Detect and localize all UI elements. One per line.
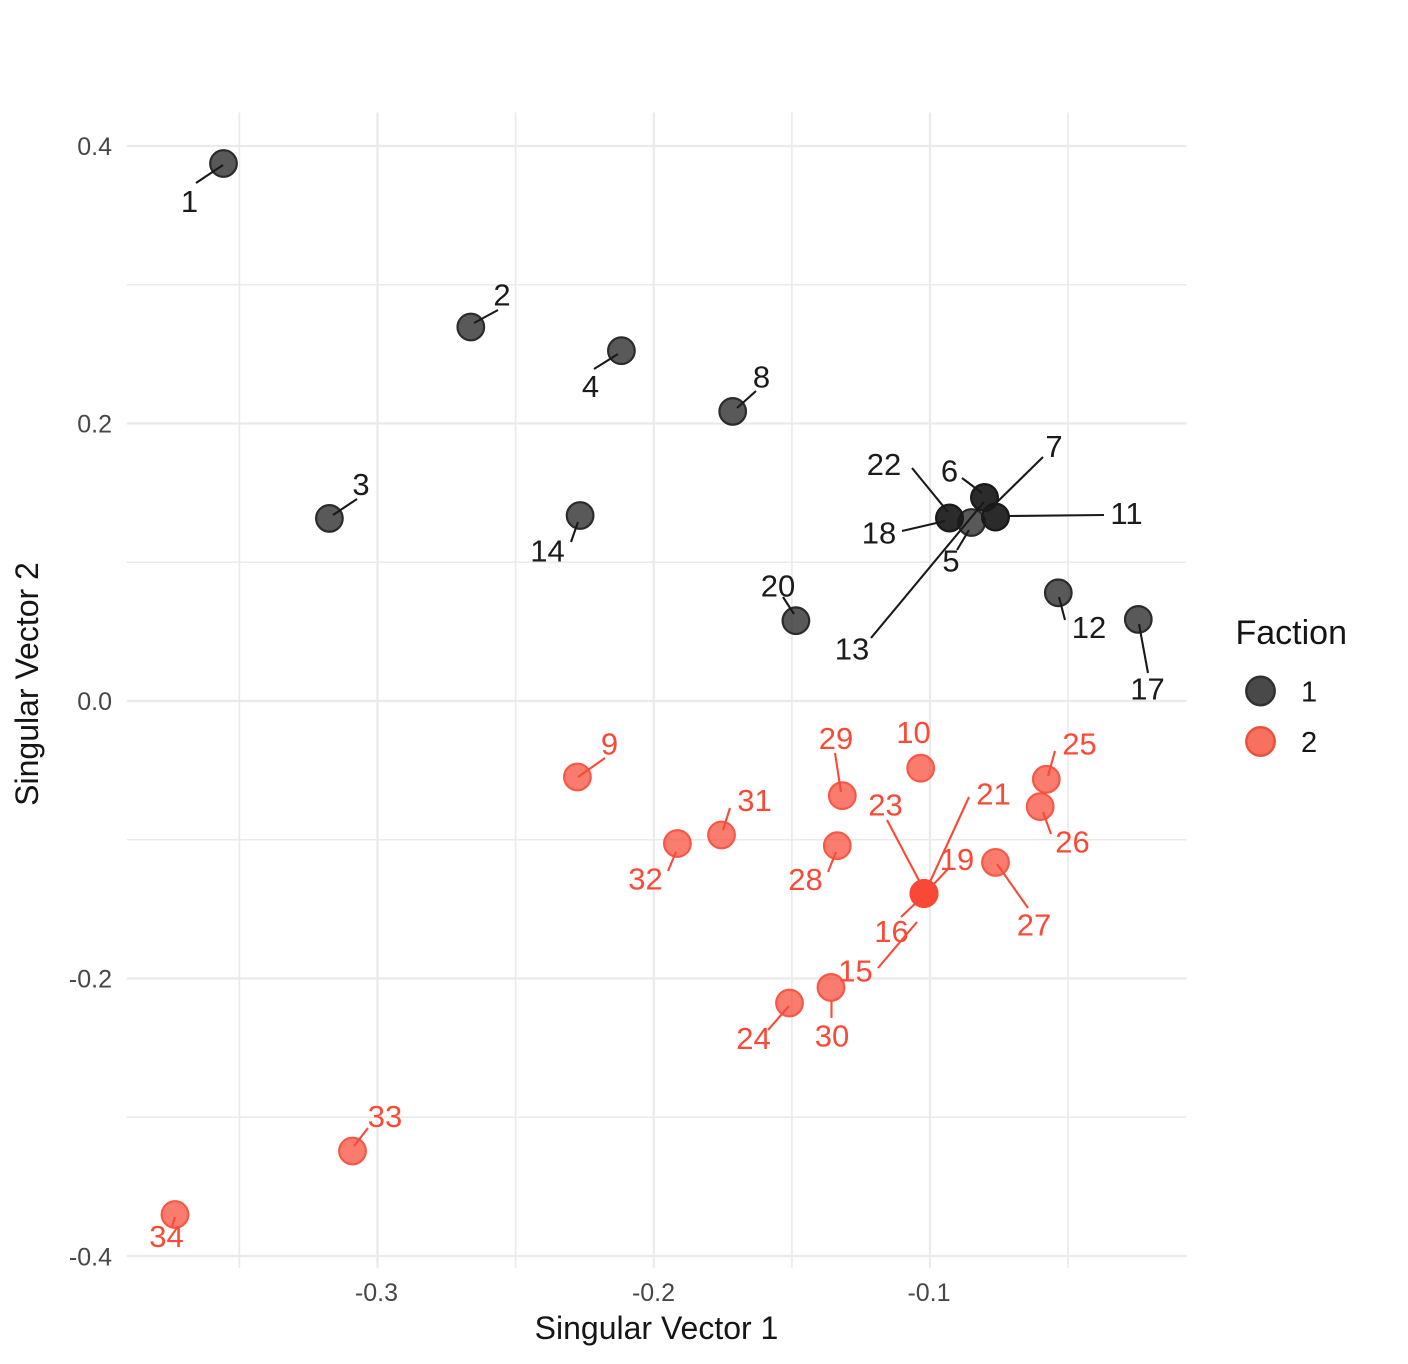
svg-text:8: 8 <box>753 360 770 395</box>
svg-text:Singular Vector 1: Singular Vector 1 <box>535 1310 779 1346</box>
svg-text:18: 18 <box>862 516 896 551</box>
svg-text:9: 9 <box>601 727 618 762</box>
svg-text:16: 16 <box>874 914 908 949</box>
svg-text:-0.4: -0.4 <box>69 1244 112 1272</box>
svg-text:-0.2: -0.2 <box>69 966 112 994</box>
svg-text:27: 27 <box>1017 908 1051 943</box>
svg-text:26: 26 <box>1055 825 1089 860</box>
svg-text:14: 14 <box>530 534 564 569</box>
svg-text:17: 17 <box>1130 672 1164 707</box>
svg-text:21: 21 <box>976 777 1010 812</box>
svg-text:22: 22 <box>867 447 901 482</box>
svg-text:28: 28 <box>788 862 822 897</box>
svg-text:29: 29 <box>819 721 853 756</box>
svg-text:4: 4 <box>582 369 599 404</box>
svg-text:0.0: 0.0 <box>77 688 112 716</box>
svg-text:-0.1: -0.1 <box>907 1279 950 1307</box>
svg-text:2: 2 <box>1301 727 1317 759</box>
svg-text:13: 13 <box>835 632 869 667</box>
svg-text:3: 3 <box>352 467 369 502</box>
svg-text:5: 5 <box>942 544 959 579</box>
svg-text:12: 12 <box>1072 610 1106 645</box>
svg-text:30: 30 <box>815 1019 849 1054</box>
svg-text:15: 15 <box>838 954 872 989</box>
svg-text:20: 20 <box>761 569 795 604</box>
svg-text:19: 19 <box>940 842 974 877</box>
svg-text:2: 2 <box>493 278 510 313</box>
svg-text:32: 32 <box>628 862 662 897</box>
svg-text:Faction: Faction <box>1236 614 1348 652</box>
svg-text:0.2: 0.2 <box>77 411 112 439</box>
svg-text:Singular Vector 2: Singular Vector 2 <box>9 562 45 806</box>
svg-text:6: 6 <box>941 454 958 489</box>
svg-text:34: 34 <box>149 1219 183 1254</box>
svg-text:11: 11 <box>1110 496 1142 531</box>
svg-text:-0.3: -0.3 <box>355 1279 398 1307</box>
svg-text:1: 1 <box>181 184 198 219</box>
svg-text:7: 7 <box>1045 429 1062 464</box>
svg-text:25: 25 <box>1062 727 1096 762</box>
svg-text:1: 1 <box>1301 677 1317 709</box>
svg-text:10: 10 <box>896 715 930 750</box>
svg-text:0.4: 0.4 <box>77 133 112 161</box>
svg-text:33: 33 <box>368 1099 402 1134</box>
svg-text:23: 23 <box>868 788 902 823</box>
svg-text:24: 24 <box>736 1021 770 1056</box>
svg-text:-0.2: -0.2 <box>632 1279 675 1307</box>
svg-text:31: 31 <box>737 783 771 818</box>
